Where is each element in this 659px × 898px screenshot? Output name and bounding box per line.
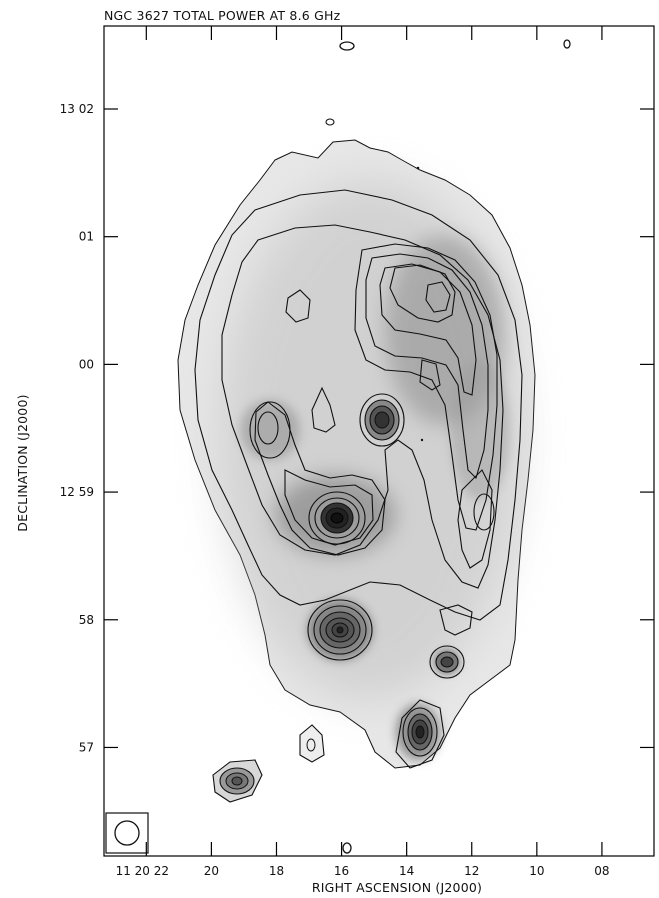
y-tick-label: 01 [79,230,94,244]
plot-frame [103,25,655,857]
y-tick-label: 00 [79,357,94,371]
se-knot-contours [429,645,465,679]
axes: 11 20 22 20 18 16 14 12 10 08 13 02 01 00 12 59 58 57 [60,26,654,878]
contour-speck-dot-2 [420,438,424,442]
contour-isolated-1-inner [306,738,316,752]
contour-level-5 [365,253,489,480]
south-tip-contours [395,699,445,769]
contour-speck-dot [416,166,420,170]
contour-island-center [311,386,336,433]
contour-south-bar [254,401,386,556]
contour-se-loop [439,604,473,636]
contour-north-peak [389,264,456,323]
contour-island-east [419,359,441,391]
x-tick-label: 20 [204,864,219,878]
x-tick-label: 14 [399,864,414,878]
x-tick-label: 16 [334,864,349,878]
contour-level-6 [379,263,477,396]
contour-level-2 [194,189,523,621]
y-tick-label: 12 59 [60,485,94,499]
contour-east-blob [473,493,495,531]
contour-west-knot [257,411,279,445]
contour-south-bar-2 [284,469,374,546]
contour-isolated-1 [299,724,325,763]
beam-box [105,812,149,854]
y-tick-label: 13 02 [60,102,94,116]
x-tick-label: 11 20 22 [116,864,169,878]
contour-north-peak-inner [425,281,451,313]
chart-title: NGC 3627 TOTAL POWER AT 8.6 GHz [104,8,341,23]
x-tick-label: 18 [269,864,284,878]
isolated-source-2 [212,759,263,803]
contour-island-north [285,289,311,323]
south-source-contours [307,599,373,661]
contour-speck-topright [563,39,571,49]
x-tick-label: 08 [594,864,609,878]
contour-west-knot-outer [249,401,291,459]
contour-speck-bottom [342,842,352,854]
contour-speck-top [339,41,355,51]
y-axis-title: DECLINATION (J2000) [15,394,30,531]
contour-level-3 [221,224,504,589]
y-tick-label: 57 [79,740,94,754]
contour-level-4 [354,243,498,531]
x-tick-label: 12 [464,864,479,878]
emission-map [177,39,571,854]
y-tick-label: 58 [79,613,94,627]
nucleus-contours [308,491,366,545]
x-axis-title: RIGHT ASCENSION (J2000) [312,880,482,895]
contour-east-wing [457,469,493,569]
contour-speck-upper [325,118,335,126]
east-knot-contours [359,393,405,447]
beam-icon [114,820,140,846]
x-tick-label: 10 [529,864,544,878]
